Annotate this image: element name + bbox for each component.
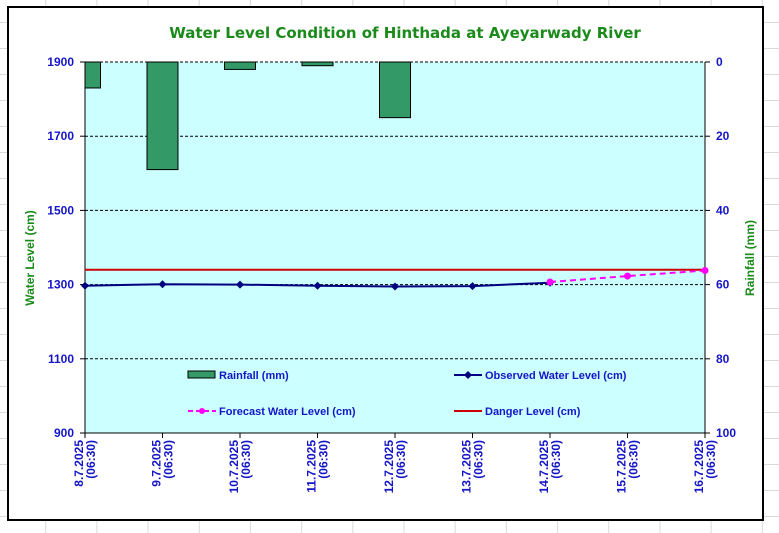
forecast-water-level-point (624, 272, 631, 280)
x-tick-time: (06:30) (704, 440, 718, 479)
right-axis-title: Rainfall (mm) (743, 220, 757, 296)
x-tick-time: (06:30) (317, 440, 331, 479)
right-tick-label: 100 (716, 426, 736, 440)
x-tick-date: 13.7.2025 (460, 440, 474, 494)
forecast-water-level-point (701, 267, 709, 275)
legend-danger: Danger Level (cm) (454, 406, 581, 418)
legend-marker (464, 371, 472, 379)
observed-water-level-point (313, 281, 322, 290)
rainfall-bar (84, 61, 101, 89)
observed-water-level-point (236, 280, 244, 289)
x-tick-label: 8.7.2025(06:30) (72, 440, 98, 487)
legend-rainfall: Rainfall (mm) (187, 370, 289, 382)
x-tick-time: (06:30) (549, 440, 563, 479)
observed-water-level-point (468, 282, 477, 291)
x-tick-label: 9.7.2025(06:30) (150, 440, 176, 487)
legend-marker (199, 408, 205, 414)
legend-swatch (187, 370, 216, 379)
observed-water-level-point (158, 280, 167, 289)
legend-label: Danger Level (cm) (485, 406, 581, 418)
right-tick-label: 60 (716, 278, 730, 292)
left-tick-label: 900 (54, 426, 74, 440)
x-tick-label: 11.7.2025(06:30) (305, 440, 331, 493)
forecast-water-level-line (549, 269, 706, 284)
plot-area: 900 1100 1300 1500 1700 1900 0 20 40 60 80 100 8.7.2… (47, 55, 736, 493)
x-tick-date: 9.7.2025 (150, 440, 164, 487)
x-tick-date: 16.7.2025 (692, 440, 706, 494)
x-tick-label: 13.7.2025(06:30) (460, 440, 486, 494)
x-tick-time: (06:30) (162, 440, 176, 479)
x-tick-label: 16.7.2025(06:30) (692, 440, 718, 494)
left-tick-label: 1900 (47, 55, 74, 69)
left-axis-title: Water Level (cm) (23, 210, 37, 306)
x-tick-time: (06:30) (239, 440, 253, 479)
observed-water-level-point (391, 282, 399, 291)
left-tick-label: 1300 (47, 278, 74, 292)
x-tick-label: 10.7.2025(06:30) (227, 440, 253, 494)
rainfall-bar (146, 61, 179, 171)
x-tick-time: (06:30) (394, 440, 408, 479)
legend-observed: Observed Water Level (cm) (454, 370, 627, 382)
legend-label: Rainfall (mm) (219, 370, 289, 382)
right-tick-label: 80 (716, 352, 730, 366)
left-tick-label: 1700 (47, 129, 74, 143)
x-tick-label: 15.7.2025(06:30) (615, 440, 641, 494)
x-tick-date: 10.7.2025 (227, 440, 241, 494)
x-tick-date: 12.7.2025 (382, 440, 396, 494)
rainfall-bar (379, 61, 411, 119)
legend-label: Observed Water Level (cm) (485, 370, 627, 382)
forecast-water-level-point (546, 278, 554, 286)
right-tick-label: 40 (716, 203, 730, 217)
x-tick-label: 12.7.2025(06:30) (382, 440, 408, 494)
x-tick-time: (06:30) (627, 440, 641, 479)
left-tick-label: 1500 (47, 203, 74, 217)
left-tick-label: 1100 (48, 352, 74, 366)
right-tick-label: 0 (716, 55, 723, 69)
x-tick-time: (06:30) (84, 440, 98, 479)
x-tick-date: 8.7.2025 (72, 440, 86, 487)
x-tick-label: 14.7.2025(06:30) (537, 440, 563, 494)
x-tick-time: (06:30) (472, 440, 486, 479)
observed-water-level-point (81, 281, 89, 290)
right-tick-label: 20 (716, 129, 730, 143)
rainfall-bar (301, 61, 334, 67)
rainfall-bar (224, 61, 256, 70)
x-tick-date: 11.7.2025 (305, 440, 319, 493)
x-tick-date: 14.7.2025 (537, 440, 551, 494)
x-tick-date: 15.7.2025 (615, 440, 629, 494)
chart-title: Water Level Condition of Hinthada at Aye… (169, 24, 641, 42)
legend-label: Forecast Water Level (cm) (219, 406, 356, 418)
legend-forecast: Forecast Water Level (cm) (188, 406, 356, 418)
legend: Rainfall (mm) Observed Water Level (cm) Fo… (187, 370, 627, 418)
